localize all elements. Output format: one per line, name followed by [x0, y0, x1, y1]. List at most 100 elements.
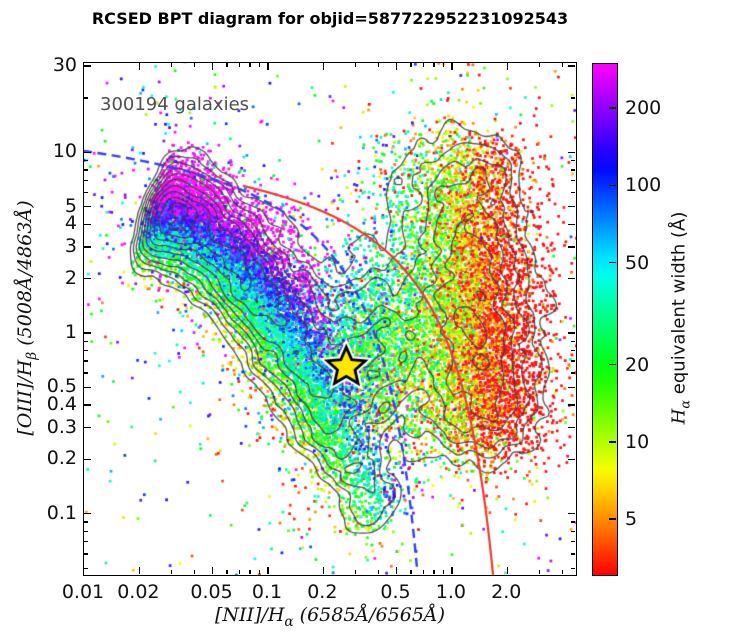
axis-tick: [571, 541, 575, 543]
axis-tick: [571, 521, 575, 523]
axis-tick: [84, 340, 88, 343]
axis-tick: [422, 570, 425, 574]
y-tick-label: 30: [52, 54, 77, 77]
axis-tick: [433, 63, 435, 67]
y-tick-label: 3: [64, 234, 77, 257]
colorbar-tick-label: 200: [625, 97, 662, 120]
axis-tick: [226, 63, 228, 67]
axis-tick: [451, 63, 453, 70]
axis-tick: [571, 553, 575, 555]
axis-tick: [194, 570, 196, 574]
colorbar-tick: [609, 518, 616, 520]
axis-tick: [410, 570, 412, 574]
colorbar-tick-label: 5: [625, 508, 638, 531]
x-axis-label: [NII]/Hα (6585Å/6565Å): [83, 604, 577, 630]
axis-tick: [84, 567, 88, 569]
axis-tick: [567, 386, 575, 389]
y-tick-label: 0.4: [46, 392, 77, 415]
axis-tick: [410, 63, 412, 67]
axis-tick: [84, 159, 88, 162]
axis-tick: [567, 223, 575, 225]
axis-tick: [571, 97, 575, 99]
x-tick-label: 0.05: [190, 581, 233, 603]
x-axis-label-text: [NII]/H: [214, 604, 285, 626]
axis-tick: [84, 277, 91, 280]
axis-tick: [84, 386, 91, 389]
axis-tick: [571, 159, 575, 162]
plot-area: [83, 62, 577, 576]
x-tick-label: 0.2: [307, 581, 338, 603]
axis-tick: [84, 458, 91, 461]
y-tick-label: 0.1: [46, 501, 77, 524]
colorbar-tick: [609, 441, 616, 443]
colorbar-tick-label: 100: [625, 174, 662, 197]
axis-tick: [84, 553, 88, 555]
axis-tick: [211, 566, 214, 574]
axis-tick: [84, 349, 88, 352]
axis-tick: [442, 63, 445, 67]
axis-tick: [194, 63, 196, 67]
axis-tick: [171, 63, 173, 67]
axis-tick: [84, 65, 91, 67]
axis-tick: [506, 566, 508, 574]
chart-title: RCSED BPT diagram for objid=587722952231…: [91, 9, 569, 28]
axis-tick: [567, 246, 575, 248]
axis-tick: [249, 570, 251, 574]
axis-tick: [442, 570, 445, 574]
axis-tick: [571, 530, 575, 532]
x-tick-label: 0.01: [61, 581, 105, 603]
x-tick-label: 2.0: [491, 581, 522, 603]
axis-tick: [267, 566, 269, 574]
axis-tick: [395, 63, 398, 70]
y-axis-label-subscript: β: [23, 351, 40, 360]
axis-tick: [84, 179, 88, 181]
axis-tick: [571, 349, 575, 352]
colorbar-tick: [609, 184, 616, 187]
axis-tick: [84, 206, 91, 208]
axis-tick: [506, 63, 508, 70]
axis-tick: [138, 63, 141, 70]
y-tick-label: 10: [52, 140, 77, 163]
axis-tick: [84, 513, 91, 515]
x-tick-label: 0.5: [380, 581, 411, 603]
axis-tick: [238, 570, 241, 574]
axis-tick: [377, 570, 380, 574]
axis-tick: [84, 191, 88, 194]
x-axis-label-subscript: α: [284, 613, 294, 630]
axis-tick: [211, 63, 214, 70]
y-tick-label: 5: [64, 194, 77, 217]
x-tick-label: 0.1: [251, 581, 283, 603]
colorbar: [592, 63, 618, 576]
colorbar-tick-label: 10: [625, 430, 650, 453]
colorbar-tick-label: 50: [625, 251, 650, 274]
axis-tick: [571, 179, 575, 181]
colorbar-label-h: H: [668, 408, 690, 425]
axis-tick: [571, 191, 575, 194]
axis-tick: [567, 277, 575, 280]
y-tick-label: 0.5: [46, 375, 77, 398]
axis-tick: [84, 332, 91, 334]
axis-tick: [258, 63, 261, 67]
axis-tick: [84, 223, 91, 225]
axis-tick: [84, 404, 91, 406]
axis-tick: [377, 63, 380, 67]
axis-tick: [451, 566, 453, 574]
axis-tick: [571, 340, 575, 343]
axis-tick: [84, 246, 91, 248]
axis-tick: [561, 63, 564, 67]
colorbar-tick: [609, 363, 616, 366]
colorbar-tick: [609, 107, 616, 109]
x-tick-label: 0.02: [117, 581, 160, 603]
axis-tick: [226, 570, 228, 574]
axis-tick: [84, 151, 91, 153]
axis-tick: [84, 521, 88, 523]
axis-tick: [171, 570, 173, 574]
axis-tick: [354, 570, 357, 574]
axis-tick: [567, 151, 575, 153]
axis-tick: [354, 63, 357, 67]
bpt-scatter-canvas: [83, 62, 577, 576]
axis-tick: [258, 570, 261, 574]
axis-tick: [567, 458, 575, 461]
axis-tick: [567, 65, 575, 67]
axis-tick: [322, 566, 324, 574]
